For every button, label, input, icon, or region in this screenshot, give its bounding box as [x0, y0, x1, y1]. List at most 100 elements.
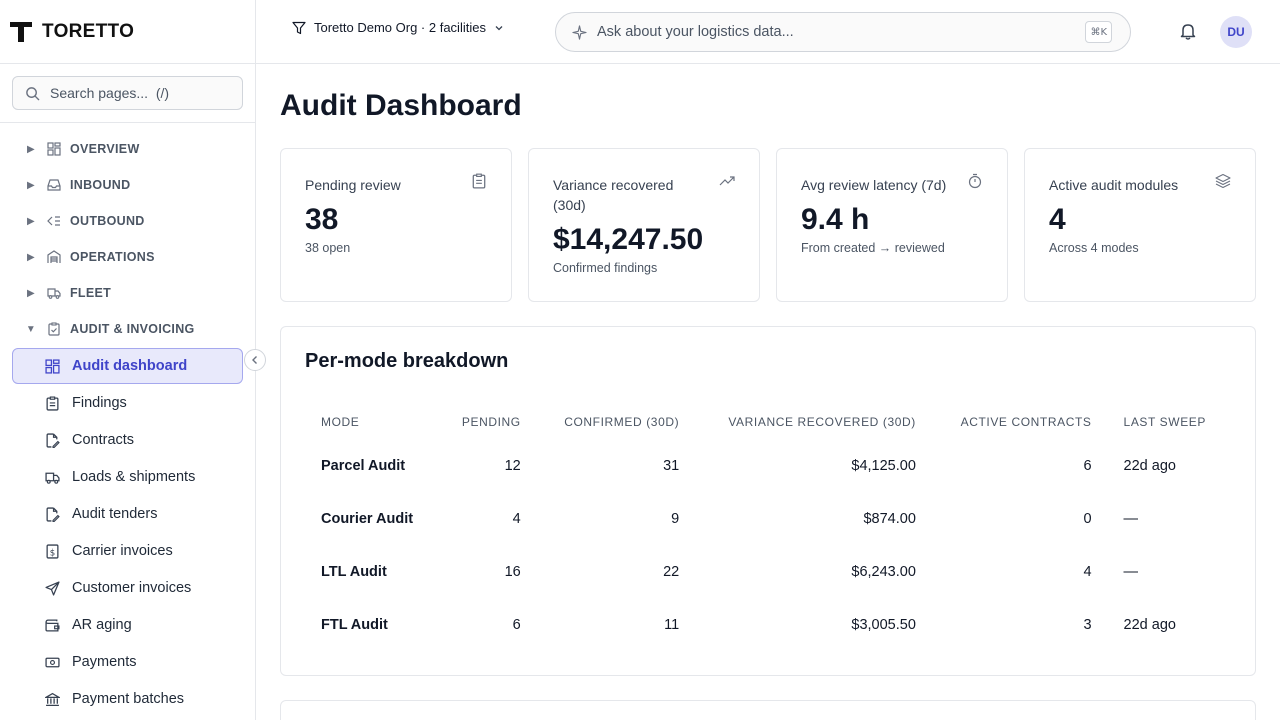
stopwatch-icon — [968, 173, 982, 189]
table-header-row: MODE PENDING CONFIRMED (30D) VARIANCE RE… — [305, 405, 1231, 439]
sidebar-search-box[interactable] — [12, 76, 243, 110]
sidebar-item-audit-tenders[interactable]: Audit tenders — [12, 496, 243, 532]
brand[interactable]: TORETTO — [0, 0, 255, 64]
sidebar-item-ar-aging[interactable]: AR aging — [12, 607, 243, 643]
sidebar-item-carrier-invoices[interactable]: $ Carrier invoices — [12, 533, 243, 569]
chevron-right-icon: ▶ — [27, 179, 35, 191]
cell-pending: 16 — [504, 563, 521, 580]
nav-group-outbound[interactable]: ▶ OUTBOUND — [0, 203, 255, 239]
sidebar-item-label: Audit dashboard — [72, 358, 188, 374]
table-row[interactable]: LTL Audit 16 22 $6,243.00 4 — — [305, 545, 1231, 598]
clipboard-icon — [472, 173, 486, 189]
cell-active-contracts: 3 — [1083, 616, 1092, 633]
stat-cards: Pending review 38 38 open Variance recov… — [280, 148, 1256, 302]
nav-group-fleet[interactable]: ▶ FLEET — [0, 275, 255, 311]
sidebar-item-payment-batches[interactable]: Payment batches — [12, 681, 243, 717]
truck-icon — [46, 285, 62, 301]
user-avatar[interactable]: DU — [1220, 16, 1252, 48]
column-header-confirmed: CONFIRMED (30D) — [564, 415, 680, 429]
nav-group-label: OVERVIEW — [70, 142, 140, 156]
ask-ai-bar[interactable]: ⌘K — [555, 12, 1131, 52]
cell-last-sweep: — — [1123, 510, 1139, 527]
stat-label: Avg review latency (7d) — [801, 177, 947, 193]
stat-card-avg-review-latency: Avg review latency (7d) 9.4 h From creat… — [776, 148, 1008, 302]
nav-group-label: FLEET — [70, 286, 112, 300]
sidebar-item-label: Findings — [72, 395, 127, 411]
nav-group-label: AUDIT & INVOICING — [70, 322, 195, 336]
ask-ai-input[interactable] — [597, 24, 1077, 40]
table-row[interactable]: FTL Audit 6 11 $3,005.50 3 22d ago — [305, 598, 1231, 651]
sidebar-nav: ▶ OVERVIEW ▶ INBOUND ▶ OUTBOUND — [0, 123, 255, 717]
stat-value: 9.4 h — [801, 203, 870, 236]
send-icon — [44, 580, 60, 596]
cell-confirmed: 11 — [664, 616, 680, 633]
sidebar-item-label: Loads & shipments — [72, 469, 196, 485]
sidebar-item-label: Contracts — [72, 432, 135, 448]
nav-group-inbound[interactable]: ▶ INBOUND — [0, 167, 255, 203]
cell-pending: 12 — [504, 457, 521, 474]
file-edit-icon — [44, 506, 60, 522]
sidebar-item-contracts[interactable]: Contracts — [12, 422, 243, 458]
stat-value: $14,247.50 — [553, 223, 704, 256]
cell-variance: $874.00 — [863, 510, 916, 527]
sidebar-item-loads-shipments[interactable]: Loads & shipments — [12, 459, 243, 495]
table-row[interactable]: Parcel Audit 12 31 $4,125.00 6 22d ago — [305, 439, 1231, 492]
next-panel — [280, 700, 1256, 720]
sidebar-item-customer-invoices[interactable]: Customer invoices — [12, 570, 243, 606]
inbox-icon — [46, 177, 62, 193]
top-header: Toretto Demo Org · 2 facilities ⌘K DU — [256, 0, 1280, 64]
cell-variance: $6,243.00 — [851, 563, 916, 580]
table-row[interactable]: Courier Audit 4 9 $874.00 0 — — [305, 492, 1231, 545]
column-header-mode: MODE — [321, 415, 360, 429]
nav-group-overview[interactable]: ▶ OVERVIEW — [0, 131, 255, 167]
cell-mode: FTL Audit — [321, 616, 388, 633]
cell-last-sweep: — — [1123, 563, 1139, 580]
filter-icon — [292, 21, 306, 34]
chevron-right-icon: ▶ — [27, 215, 35, 227]
svg-text:$: $ — [49, 548, 54, 558]
chevron-left-icon — [252, 356, 257, 364]
cell-variance: $4,125.00 — [851, 457, 916, 474]
cell-active-contracts: 0 — [1083, 510, 1092, 527]
chevron-right-icon: ▶ — [27, 143, 35, 155]
column-header-active-contracts: ACTIVE CONTRACTS — [960, 415, 1092, 429]
chevron-right-icon: ▶ — [27, 287, 35, 299]
stat-value: 38 — [305, 203, 339, 236]
sidebar-item-audit-dashboard[interactable]: Audit dashboard — [12, 348, 243, 384]
cell-pending: 6 — [512, 616, 521, 633]
cell-active-contracts: 6 — [1083, 457, 1092, 474]
notifications-button[interactable] — [1178, 21, 1198, 46]
bank-icon — [44, 691, 60, 707]
nav-group-operations[interactable]: ▶ OPERATIONS — [0, 239, 255, 275]
cell-last-sweep: 22d ago — [1123, 616, 1176, 633]
stat-sub: Confirmed findings — [553, 261, 658, 275]
truck-icon — [44, 469, 60, 485]
sidebar-item-payments[interactable]: Payments — [12, 644, 243, 680]
grid-icon — [46, 141, 62, 157]
cell-mode: Parcel Audit — [321, 457, 406, 474]
brand-name: TORETTO — [42, 20, 135, 42]
outbound-icon — [46, 213, 62, 229]
stat-sub: From created → reviewed — [801, 241, 945, 255]
nav-group-label: INBOUND — [70, 178, 131, 192]
per-mode-breakdown-panel: Per-mode breakdown MODE PENDING CONFIRME… — [280, 326, 1256, 676]
sidebar-search-input[interactable] — [50, 85, 230, 101]
sidebar-item-findings[interactable]: Findings — [12, 385, 243, 421]
cell-last-sweep: 22d ago — [1123, 457, 1176, 474]
sidebar-item-label: Carrier invoices — [72, 543, 173, 559]
stat-label: Pending review — [305, 177, 401, 193]
file-edit-icon — [44, 432, 60, 448]
org-selector[interactable]: Toretto Demo Org · 2 facilities — [292, 20, 504, 35]
search-icon — [26, 86, 40, 100]
sparkle-icon — [572, 24, 587, 40]
column-header-last-sweep: LAST SWEEP — [1123, 415, 1207, 429]
sidebar: TORETTO ▶ OVERVIEW ▶ — [0, 0, 256, 720]
sidebar-item-label: Customer invoices — [72, 580, 192, 596]
stat-card-pending-review: Pending review 38 38 open — [280, 148, 512, 302]
main-content: Audit Dashboard Pending review 38 38 ope… — [280, 64, 1256, 720]
chevron-down-icon — [495, 25, 503, 30]
nav-group-audit-invoicing[interactable]: ▼ AUDIT & INVOICING — [0, 311, 255, 347]
collapse-sidebar-button[interactable] — [244, 349, 266, 371]
sidebar-item-label: Payment batches — [72, 691, 185, 707]
nav-group-label: OPERATIONS — [70, 250, 155, 264]
